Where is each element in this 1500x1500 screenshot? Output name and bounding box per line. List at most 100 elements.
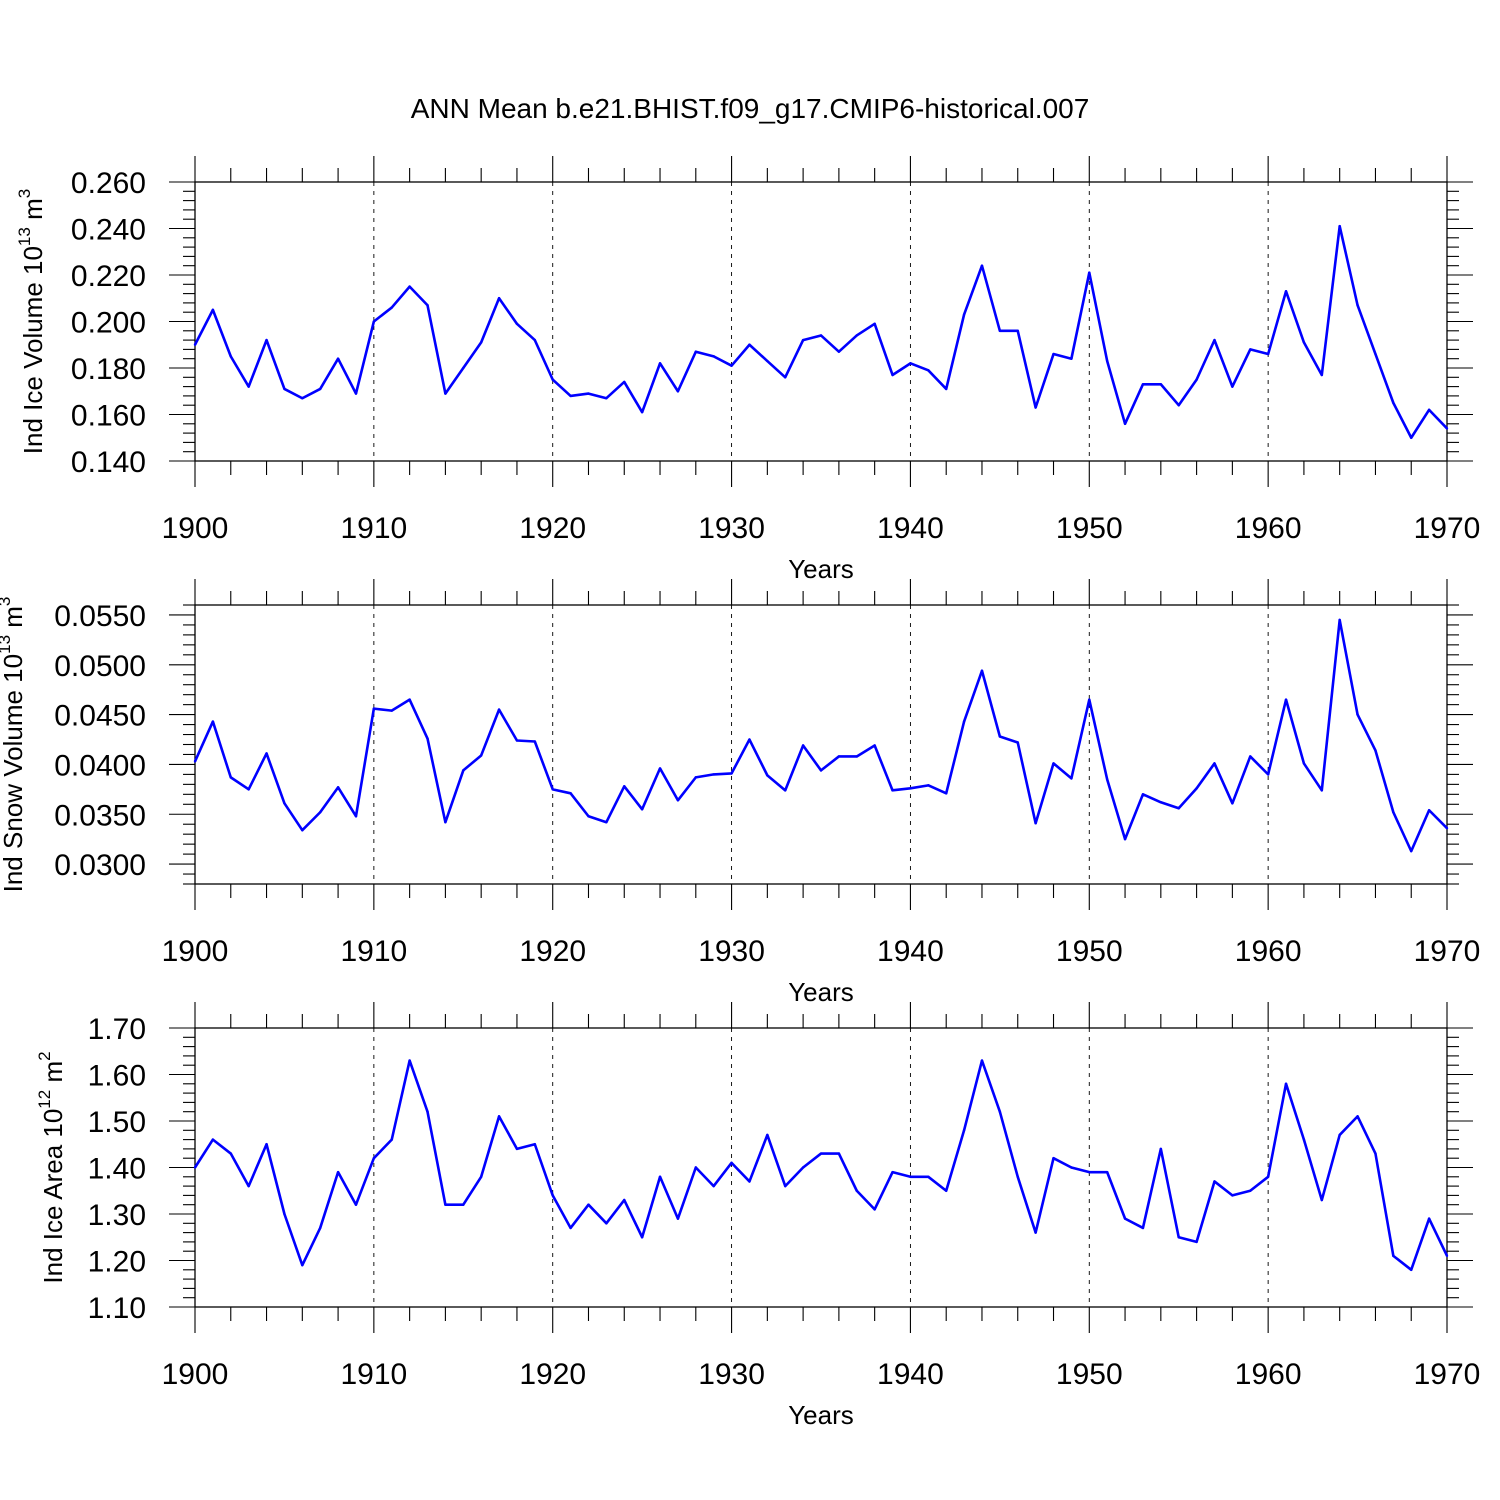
x-tick-label: 1960 <box>1235 935 1302 968</box>
data-point <box>1052 762 1055 765</box>
y-tick-label: 1.30 <box>88 1199 146 1232</box>
data-point <box>533 740 537 743</box>
x-tick-label: 1900 <box>162 935 229 968</box>
x-axis-label: Years <box>788 1400 854 1430</box>
data-point <box>1052 352 1055 356</box>
data-point <box>1141 793 1145 796</box>
data-point <box>479 341 483 344</box>
y-axis-label-text: m <box>18 198 48 227</box>
data-point <box>784 376 787 379</box>
x-tick-label: 1970 <box>1414 1358 1481 1391</box>
y-tick-label: 0.240 <box>71 214 146 247</box>
data-point <box>766 359 769 363</box>
data-point <box>1070 357 1073 360</box>
data-point <box>945 1189 948 1192</box>
data-point <box>1195 1240 1198 1244</box>
data-point <box>354 1203 358 1206</box>
data-point <box>229 1152 232 1155</box>
data-point <box>1195 787 1198 790</box>
x-tick-label: 1970 <box>1414 935 1481 968</box>
data-point <box>1338 618 1341 622</box>
data-point <box>694 1166 697 1169</box>
data-point <box>1410 436 1413 439</box>
data-point <box>962 1129 966 1132</box>
y-tick-label: 1.10 <box>88 1292 146 1325</box>
data-point <box>640 1236 644 1239</box>
data-point <box>1177 404 1180 407</box>
y-axis-label-text: Ind Ice Volume 10 <box>18 246 48 454</box>
data-point <box>1016 329 1019 332</box>
data-point <box>444 392 447 395</box>
panel-2: 0.0300 0.0350 0.0400 0.0450 0.0500 0.0550 1900… <box>0 579 1480 1007</box>
data-point <box>855 334 858 337</box>
data-point <box>927 1175 930 1179</box>
data-point <box>1141 383 1145 386</box>
y-tick-label: 0.0350 <box>54 799 146 832</box>
x-tick-label: 1950 <box>1056 1358 1123 1391</box>
data-point <box>301 1263 304 1267</box>
y-axis-label-text: Ind Snow Volume 10 <box>0 654 28 893</box>
data-point <box>1088 271 1091 274</box>
data-point <box>1320 789 1324 792</box>
plot-frame <box>194 181 1448 462</box>
data-point <box>980 264 984 267</box>
data-point <box>962 313 966 316</box>
data-point <box>891 789 894 792</box>
data-point <box>1088 1170 1091 1174</box>
data-point <box>873 744 876 747</box>
y-tick-label: 0.180 <box>71 353 146 386</box>
y-axis-label: Ind Snow Volume 1013 m3 <box>0 597 28 893</box>
data-point <box>1320 373 1324 377</box>
data-point <box>1159 1147 1163 1151</box>
data-point <box>193 1166 197 1169</box>
data-point <box>247 385 250 388</box>
data-point <box>265 752 268 755</box>
data-point <box>1213 338 1216 342</box>
data-point <box>980 1059 984 1062</box>
data-point <box>444 821 447 824</box>
y-axis-label-text: m <box>38 1061 68 1090</box>
data-point <box>730 772 733 775</box>
data-point <box>533 338 537 342</box>
data-point <box>319 811 322 814</box>
data-point <box>1123 1217 1127 1220</box>
data-point <box>479 754 483 757</box>
data-point <box>730 1161 733 1165</box>
x-tick-label: 1950 <box>1056 512 1123 545</box>
y-tick-label: 0.0300 <box>54 849 146 882</box>
y-axis-label-exponent: 3 <box>15 189 34 198</box>
y-axis-label: Ind Ice Area 1012 m2 <box>35 1051 68 1283</box>
x-tick-label: 1970 <box>1414 512 1481 545</box>
data-point <box>676 390 680 393</box>
data-point <box>1070 777 1073 780</box>
data-point <box>1052 1157 1055 1160</box>
data-point <box>462 769 465 772</box>
data-point <box>1123 422 1127 425</box>
data-point <box>945 387 948 391</box>
data-point <box>801 1166 805 1169</box>
data-point <box>1249 348 1252 351</box>
data-point <box>390 306 393 309</box>
x-tick-label: 1960 <box>1235 512 1302 545</box>
x-tick-label: 1920 <box>519 1358 586 1391</box>
y-tick-label: 0.0450 <box>54 700 146 733</box>
data-point <box>1302 341 1306 344</box>
data-point <box>1374 1152 1377 1155</box>
data-point <box>694 776 697 779</box>
data-point <box>1284 1082 1288 1086</box>
plot-frame <box>194 1027 1448 1308</box>
data-point <box>1141 1226 1145 1230</box>
data-point <box>211 308 215 312</box>
y-tick-label: 0.0550 <box>54 600 146 633</box>
data-point <box>1213 1180 1216 1183</box>
data-point <box>569 792 572 795</box>
data-point <box>551 378 554 381</box>
data-point <box>784 789 787 792</box>
y-axis-label: Ind Ice Volume 1013 m3 <box>15 189 48 454</box>
data-point <box>766 1133 769 1137</box>
x-tick-label: 1910 <box>340 1358 407 1391</box>
data-point <box>301 397 304 400</box>
data-point <box>837 1152 841 1155</box>
data-point <box>1070 1166 1073 1169</box>
data-point <box>676 799 680 802</box>
